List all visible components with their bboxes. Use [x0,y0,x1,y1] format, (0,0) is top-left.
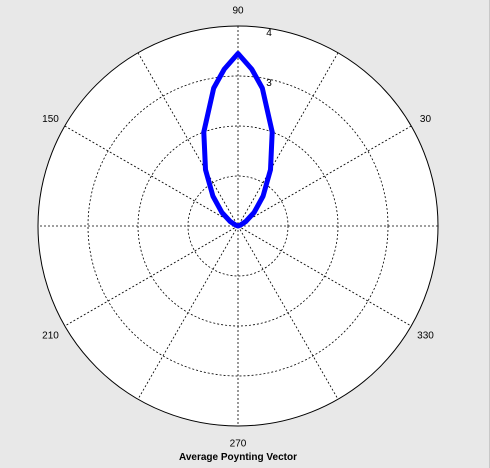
r-tick-label-3: 3 [266,78,272,89]
angle-tick-label-330: 330 [417,330,434,341]
angle-tick-label-90: 90 [232,6,244,17]
r-tick-label-4: 4 [266,28,272,39]
angle-tick-label-210: 210 [42,330,59,341]
chart-title: Average Poynting Vector [179,452,297,463]
polar-outer-ring [37,25,439,427]
angle-tick-label-150: 150 [42,114,59,125]
angle-tick-label-270: 270 [230,439,247,450]
angle-tick-label-30: 30 [420,114,432,125]
series-line [201,51,275,229]
